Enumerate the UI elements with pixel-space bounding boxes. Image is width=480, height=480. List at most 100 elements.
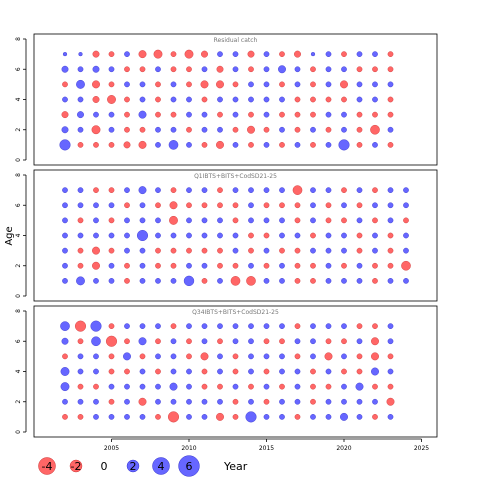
bubble (186, 217, 192, 224)
bubble (248, 247, 254, 254)
bubble (108, 368, 115, 375)
bubble (170, 126, 177, 133)
bubble (294, 383, 301, 390)
bubble (217, 126, 223, 133)
bubble (77, 338, 84, 345)
bubble (263, 247, 270, 254)
panels: Residual catch02468Q1IBTS+BITS+CodSD21-2… (15, 33, 438, 438)
bubble (248, 66, 254, 73)
bubble (77, 353, 84, 360)
bubble (138, 397, 147, 406)
bubble (155, 217, 161, 224)
bubble (77, 96, 84, 103)
bubble (76, 79, 85, 89)
legend-label: 6 (186, 460, 193, 473)
bubble (263, 66, 270, 73)
bubble (201, 217, 208, 224)
bubble (201, 368, 208, 375)
bubble (387, 66, 394, 73)
bubble (124, 368, 130, 375)
bubble (217, 398, 223, 405)
bubble (310, 368, 316, 375)
bubble (232, 398, 239, 405)
bubble (341, 368, 347, 375)
bubble (338, 139, 350, 151)
bubble (77, 202, 84, 209)
bubble (356, 126, 363, 133)
bubble (403, 187, 409, 193)
bubble (77, 414, 84, 420)
bubble (356, 66, 363, 73)
bubble (372, 111, 378, 118)
legend-label: 0 (101, 460, 108, 473)
legend-bubble (152, 457, 170, 475)
bubble (201, 66, 208, 73)
bubble (387, 202, 394, 209)
bubble (356, 353, 363, 360)
bubble (310, 383, 316, 390)
bubble (91, 336, 101, 347)
bubble (216, 65, 224, 73)
bubble (294, 232, 301, 239)
bubble (232, 323, 239, 329)
panel-title: Q1IBTS+BITS+CodSD21-25 (194, 173, 277, 180)
y-tick-label: 6 (15, 339, 22, 343)
bubble (108, 323, 115, 329)
bubble (155, 398, 161, 405)
bubble (232, 383, 239, 390)
bubble (387, 96, 394, 103)
bubble (123, 352, 131, 361)
bubble (108, 414, 115, 420)
bubble (138, 337, 147, 346)
bubble (77, 217, 84, 224)
bubble (248, 111, 254, 118)
bubble (170, 278, 177, 284)
bubble (325, 232, 332, 239)
bubble (387, 262, 394, 269)
bubble (217, 323, 223, 329)
bubble (341, 187, 347, 193)
bubble (341, 247, 347, 254)
bubble (217, 262, 223, 269)
bubble (108, 278, 115, 284)
bubble (310, 247, 316, 254)
bubble (232, 81, 239, 88)
bubble (77, 232, 84, 239)
bubble (356, 142, 363, 148)
bubble (263, 383, 270, 390)
y-tick-label: 8 (15, 309, 22, 313)
bubble (170, 338, 177, 345)
bubble (93, 187, 99, 193)
bubble (310, 187, 316, 193)
bubble (372, 66, 378, 73)
bubble (341, 232, 347, 239)
bubble (341, 126, 347, 133)
bubble (124, 111, 130, 118)
bubble (93, 202, 99, 209)
bubble (232, 202, 239, 209)
bubble (310, 52, 316, 57)
bubble (155, 81, 161, 88)
bubble (372, 81, 378, 88)
bubble (372, 187, 378, 193)
bubble (386, 397, 395, 406)
bubble (62, 247, 68, 254)
bubble (108, 217, 115, 224)
bubble (138, 140, 147, 149)
bubble (263, 202, 270, 209)
bubble (200, 80, 209, 89)
bubble (139, 81, 146, 88)
bubble (341, 323, 347, 329)
bubble (92, 246, 100, 255)
bubble (61, 126, 69, 134)
bubble (170, 96, 177, 103)
bubble (201, 96, 208, 103)
bubble (186, 414, 192, 420)
bubble (341, 278, 347, 284)
legend-bubble (126, 459, 140, 473)
bubble (62, 414, 68, 420)
bubble (168, 140, 179, 150)
bubble (294, 247, 301, 254)
bubble (355, 382, 364, 391)
bubble (263, 398, 270, 405)
